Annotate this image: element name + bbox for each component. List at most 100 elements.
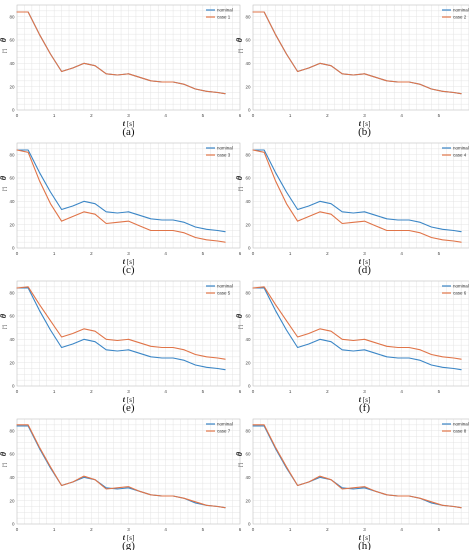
x-tick-label: 1 (53, 527, 56, 532)
plot-frame (252, 142, 469, 249)
x-axis-label: t [s] (123, 533, 135, 542)
x-axis-unit: [s] (363, 534, 370, 542)
y-tick-label: 40 (245, 199, 251, 204)
legend-label: case 3 (217, 153, 231, 158)
series-line-nominal (252, 287, 462, 371)
y-axis-label: θ [°] (235, 175, 244, 191)
plot-frame (16, 142, 241, 249)
x-tick-label: 5 (202, 251, 205, 256)
series-line-case-4 (252, 149, 462, 243)
grid (252, 280, 469, 387)
series-line-nominal (16, 287, 226, 371)
y-axis-symbol: θ (0, 37, 8, 42)
y-axis-symbol: θ (0, 451, 8, 456)
y-axis-unit: [°] (2, 187, 7, 191)
x-axis-label: t [s] (123, 119, 135, 128)
y-axis-unit: [°] (2, 49, 7, 53)
y-tick-label: 60 (9, 452, 15, 457)
y-axis-symbol: θ (235, 175, 244, 180)
plot-frame (16, 418, 241, 525)
x-tick-label: 2 (326, 389, 329, 394)
x-tick-label: 1 (53, 113, 56, 118)
x-tick-label: 3 (363, 389, 366, 394)
x-tick-label: 4 (164, 251, 167, 256)
panel-caption: (d) (358, 264, 371, 276)
series-line-case-5 (16, 286, 226, 360)
x-tick-label: 1 (289, 113, 292, 118)
panel-caption: (b) (358, 126, 371, 138)
x-tick-label: 1 (289, 527, 292, 532)
y-tick-label: 60 (9, 38, 15, 43)
y-axis-unit: [°] (238, 49, 243, 53)
panel-caption: (a) (122, 126, 135, 138)
x-tick-label: 4 (400, 527, 403, 532)
legend-label: nominal (453, 422, 469, 427)
x-tick-label: 3 (363, 527, 366, 532)
x-axis-symbol: t (123, 533, 126, 542)
x-tick-label: 2 (326, 251, 329, 256)
y-axis-unit: [°] (2, 463, 7, 467)
y-tick-label: 40 (9, 61, 15, 66)
x-tick-label: 6 (239, 113, 242, 118)
plot-frame (16, 4, 241, 111)
x-tick-label: 4 (400, 113, 403, 118)
x-axis-symbol: t (123, 395, 126, 404)
series-line-case-1 (16, 11, 226, 95)
x-tick-label: 0 (252, 527, 255, 532)
x-axis-label: t [s] (359, 257, 371, 266)
panel-caption: (h) (358, 540, 371, 550)
legend-label: nominal (217, 146, 233, 151)
y-tick-label: 40 (9, 337, 15, 342)
y-tick-label: 80 (245, 290, 251, 295)
x-tick-label: 5 (438, 113, 441, 118)
y-axis-unit: [°] (238, 463, 243, 467)
panel-caption: (c) (122, 264, 135, 276)
y-tick-label: 80 (9, 290, 15, 295)
series-line-case-7 (16, 424, 226, 509)
x-tick-label: 3 (127, 527, 130, 532)
x-axis-unit: [s] (363, 120, 370, 128)
legend-label: case 1 (217, 15, 231, 20)
y-tick-label: 40 (245, 61, 251, 66)
y-tick-label: 0 (248, 522, 251, 527)
y-tick-label: 20 (9, 498, 15, 503)
x-tick-label: 1 (289, 251, 292, 256)
x-tick-label: 0 (16, 113, 19, 118)
x-tick-label: 5 (438, 527, 441, 532)
x-tick-label: 6 (239, 527, 242, 532)
x-tick-label: 0 (16, 527, 19, 532)
y-tick-label: 60 (9, 176, 15, 181)
x-axis-label: t [s] (123, 257, 135, 266)
y-tick-label: 80 (9, 14, 15, 19)
x-tick-label: 2 (326, 527, 329, 532)
legend: nominal case 4 (442, 146, 469, 158)
legend-label: case 2 (453, 15, 467, 20)
x-tick-label: 3 (127, 251, 130, 256)
legend-label: nominal (217, 422, 233, 427)
x-axis-unit: [s] (127, 534, 134, 542)
x-tick-label: 2 (326, 113, 329, 118)
x-tick-label: 0 (16, 251, 19, 256)
x-axis-symbol: t (123, 257, 126, 266)
y-axis-label: θ [°] (0, 451, 8, 467)
x-tick-label: 3 (363, 113, 366, 118)
legend-label: nominal (453, 284, 469, 289)
y-tick-label: 0 (12, 108, 15, 113)
x-tick-label: 3 (127, 113, 130, 118)
y-axis-symbol: θ (0, 175, 8, 180)
y-axis-symbol: θ (235, 451, 244, 456)
x-tick-label: 4 (164, 527, 167, 532)
legend-label: case 7 (217, 429, 231, 434)
y-tick-label: 60 (245, 452, 251, 457)
panel-caption: (e) (122, 402, 135, 414)
y-axis-label: θ [°] (235, 37, 244, 53)
grid (16, 4, 241, 111)
y-tick-label: 0 (248, 384, 251, 389)
